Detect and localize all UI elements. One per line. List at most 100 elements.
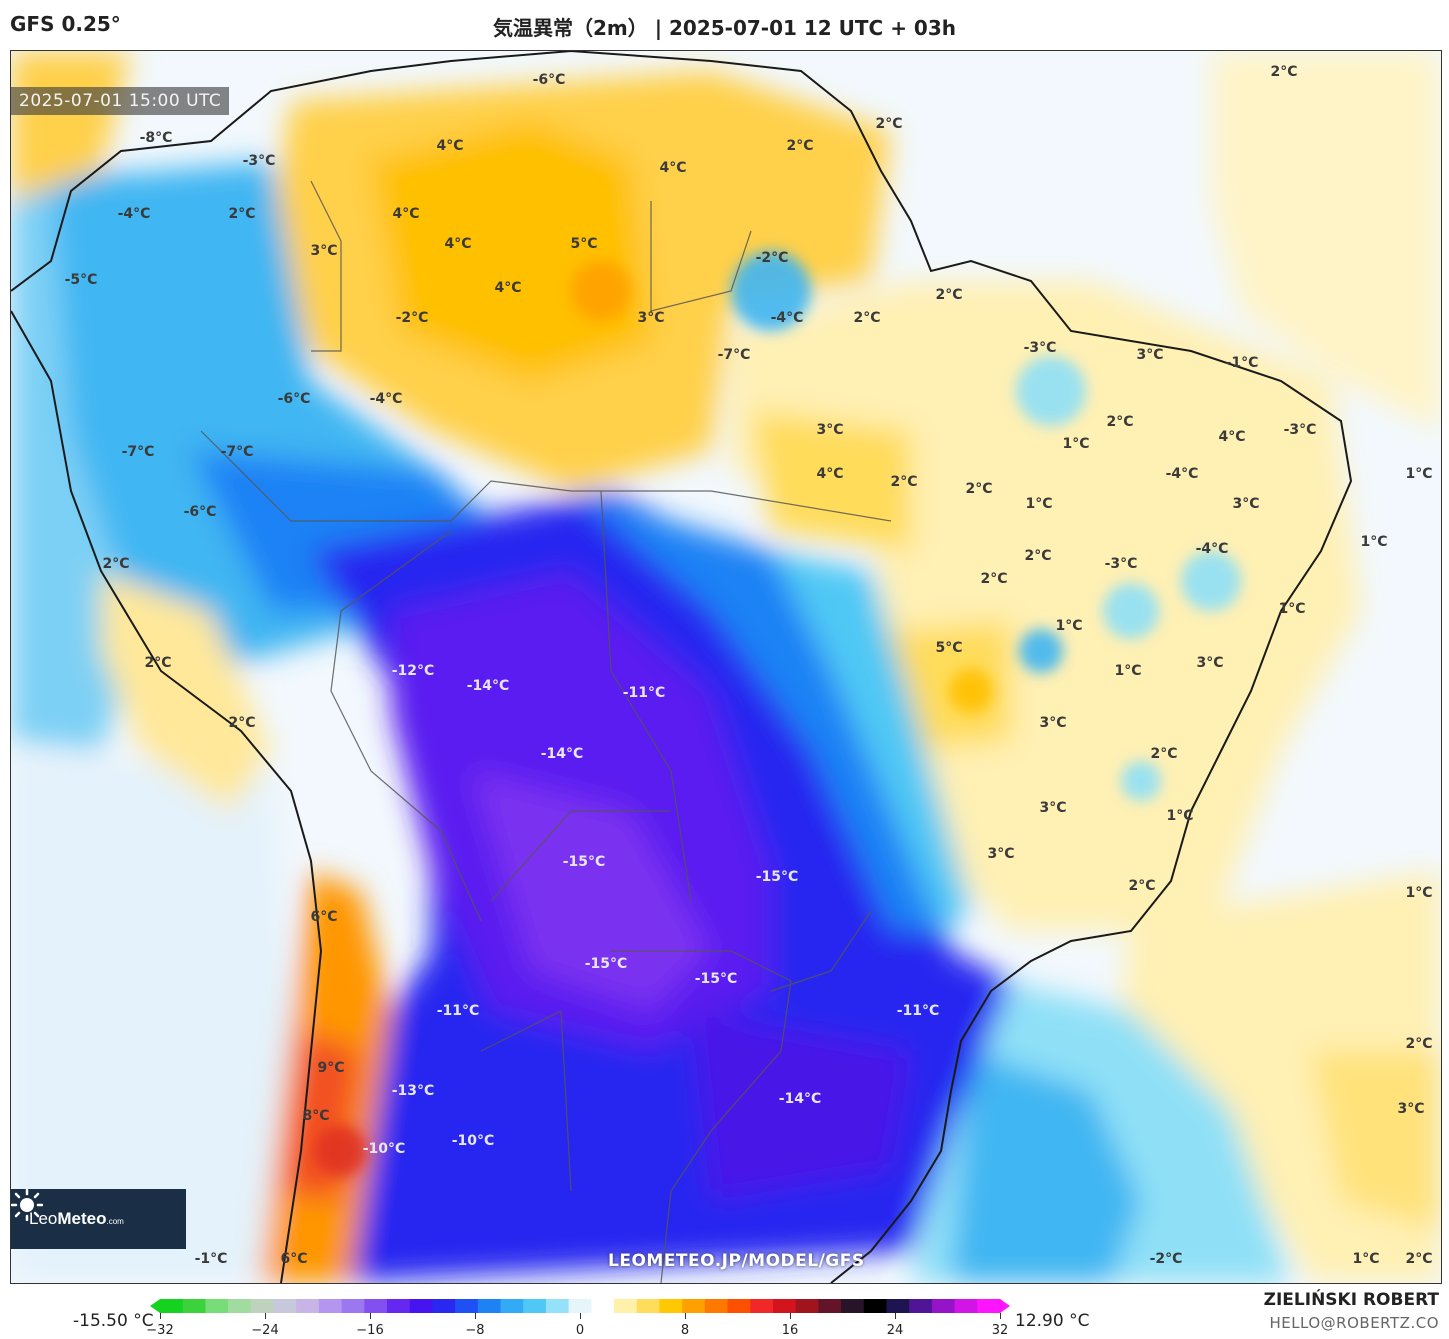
logo-text: LeoMeteo.com: [29, 1209, 124, 1228]
contour-label: 4°C: [444, 236, 472, 252]
contour-label: -6°C: [532, 72, 566, 88]
author-email[interactable]: HELLO@ROBERTZ.CO: [1269, 1314, 1439, 1332]
colorbar-segment: [909, 1299, 933, 1313]
contour-label: 2°C: [980, 571, 1008, 587]
coastline: [11, 51, 1353, 1283]
colorbar-segment: [318, 1299, 343, 1313]
contour-label: -11°C: [622, 685, 666, 701]
colorbar-segment: [682, 1299, 706, 1313]
colorbar-segment: [568, 1299, 592, 1313]
colorbar-segment: [364, 1299, 388, 1313]
contour-label: 2°C: [1106, 414, 1134, 430]
contour-label: -14°C: [778, 1091, 822, 1107]
colorbar-segment: [954, 1299, 978, 1313]
contour-label: -4°C: [369, 391, 403, 407]
contour-label: 1°C: [1166, 808, 1194, 824]
contour-label: 3°C: [1136, 347, 1164, 363]
contour-label: 3°C: [310, 243, 338, 259]
contour-label: -7°C: [717, 347, 751, 363]
colorbar-tick-label: −24: [251, 1323, 279, 1338]
temperature-anomaly-map[interactable]: 2025-07-01 15:00 UTC -6°C 2°C 2°C 2°C -8°C 4°…: [10, 50, 1442, 1284]
contour-label: 2°C: [1128, 878, 1156, 894]
colorbar-tick: [895, 1313, 896, 1319]
colorbar-tick-label: 32: [991, 1323, 1009, 1338]
contour-label: -5°C: [64, 272, 98, 288]
colorbar-segment: [727, 1299, 751, 1313]
contour-label: -3°C: [1023, 340, 1057, 356]
contour-label: -1°C: [194, 1251, 228, 1267]
colorbar-segment: [704, 1299, 729, 1313]
contour-label: -8°C: [139, 130, 173, 146]
contour-label: 2°C: [144, 655, 172, 671]
contour-label: 2°C: [1405, 1036, 1433, 1052]
contour-label: -4°C: [117, 206, 151, 222]
colorbar-tick: [790, 1313, 791, 1319]
colorbar-tick: [160, 1313, 161, 1319]
contour-label: -2°C: [1149, 1251, 1183, 1267]
contour-label: -7°C: [220, 444, 254, 460]
contour-label: -15°C: [584, 956, 628, 972]
contour-label: 3°C: [1397, 1101, 1425, 1117]
colorbar-segment: [341, 1299, 365, 1313]
contour-label: -14°C: [540, 746, 584, 762]
valid-time-badge: 2025-07-01 15:00 UTC: [11, 87, 230, 115]
contour-label: 3°C: [1039, 715, 1067, 731]
contour-label: 1°C: [1025, 496, 1053, 512]
colorbar-segment: [886, 1299, 910, 1313]
chart-title: 気温異常（2m） | 2025-07-01 12 UTC + 03h: [493, 16, 956, 40]
sun-icon: [11, 1189, 43, 1221]
contour-label: 1°C: [1405, 466, 1433, 482]
contour-label: -14°C: [466, 678, 510, 694]
colorbar-segment: [432, 1299, 456, 1313]
contour-label: -7°C: [121, 444, 155, 460]
colorbar-segment: [205, 1299, 229, 1313]
contour-label: -11°C: [896, 1003, 940, 1019]
contour-label: 2°C: [1270, 64, 1298, 80]
colorbar-segment: [545, 1299, 570, 1313]
colorbar-segment: [409, 1299, 434, 1313]
country-borders: [200, 180, 892, 1283]
contour-label: -3°C: [1104, 556, 1138, 572]
contour-label: -3°C: [242, 153, 276, 169]
leometeo-logo[interactable]: LeoMeteo.com: [11, 1189, 186, 1249]
contour-label: 6°C: [280, 1251, 308, 1267]
contour-label: -4°C: [770, 310, 804, 326]
contour-label: -15°C: [694, 971, 738, 987]
colorbar-tick-label: 0: [575, 1323, 585, 1338]
contour-label: 5°C: [935, 640, 963, 656]
contour-label: 4°C: [436, 138, 464, 154]
contour-label: 2°C: [875, 116, 903, 132]
contour-label: 4°C: [816, 466, 844, 482]
colorbar-segment: [795, 1299, 819, 1313]
contour-label: 4°C: [659, 160, 687, 176]
colorbar-segment: [977, 1299, 1001, 1313]
contour-label: -4°C: [1195, 541, 1229, 557]
contour-label: 3°C: [637, 310, 665, 326]
colorbar-segment: [659, 1299, 683, 1313]
colorbar-segment: [455, 1299, 479, 1313]
contour-label: 3°C: [1039, 800, 1067, 816]
contour-label: -11°C: [436, 1003, 480, 1019]
map-background: [11, 51, 1441, 1283]
colorbar-segment: [500, 1299, 524, 1313]
contour-label: 5°C: [570, 236, 598, 252]
contour-label: 8°C: [302, 1108, 330, 1124]
contour-label: -4°C: [1165, 466, 1199, 482]
contour-label: 1°C: [1114, 663, 1142, 679]
colorbar-tick-label: 8: [680, 1323, 690, 1338]
author-name: ZIELIŃSKI ROBERT: [1263, 1290, 1439, 1310]
colorbar-tick-label: 16: [781, 1323, 799, 1338]
contour-label: -3°C: [1283, 422, 1317, 438]
colorbar-tick: [265, 1313, 266, 1319]
colorbar-tick: [685, 1313, 686, 1319]
colorbar-max-label: 12.90 °C: [1015, 1311, 1090, 1331]
contour-label: -12°C: [391, 663, 435, 679]
colorbar-segment: [296, 1299, 320, 1313]
colorbar-segment: [387, 1299, 411, 1313]
colorbar-right-arrow: [1000, 1299, 1010, 1313]
contour-label: 4°C: [1218, 429, 1246, 445]
colorbar-tick: [475, 1313, 476, 1319]
colorbar-segment: [863, 1299, 888, 1313]
contour-label: -1°C: [1225, 355, 1259, 371]
colorbar-segment: [591, 1299, 615, 1313]
